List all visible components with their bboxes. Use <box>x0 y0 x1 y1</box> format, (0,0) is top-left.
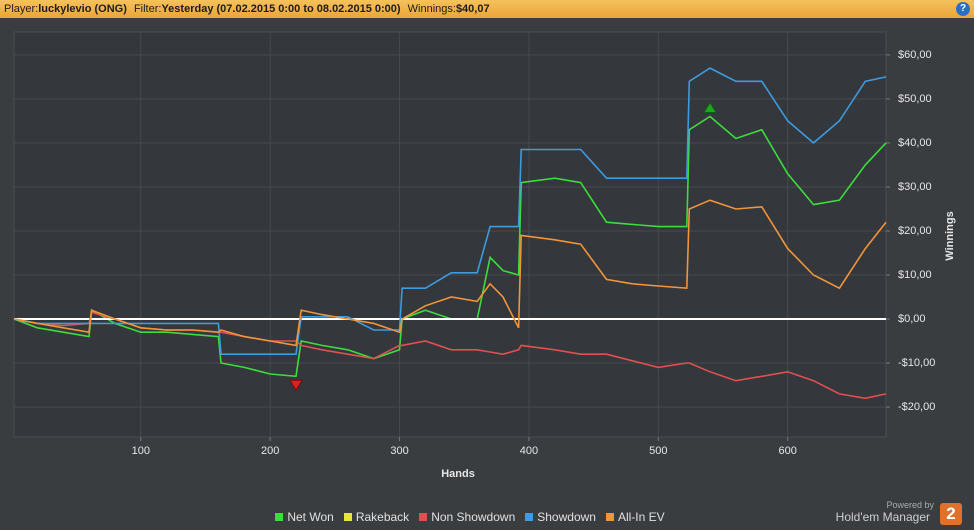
y-tick-label: $30,00 <box>898 181 932 193</box>
legend-label: Rakeback <box>355 510 410 524</box>
brand: Hold'em Manager <box>835 510 930 524</box>
y-tick-label: $50,00 <box>898 93 932 105</box>
filter: Yesterday (07.02.2015 0:00 to 08.02.2015… <box>161 3 401 15</box>
help-button[interactable]: ? <box>956 2 970 16</box>
legend-swatch <box>343 513 352 521</box>
legend-swatch <box>605 513 614 521</box>
y-tick-label: $40,00 <box>898 137 932 149</box>
min-marker <box>289 379 303 392</box>
legend-item[interactable]: Showdown <box>525 510 596 524</box>
x-tick-label: 600 <box>778 445 796 457</box>
header-bar: Player:luckylevio (ONG) Filter:Yesterday… <box>0 0 974 18</box>
y-tick-label: $20,00 <box>898 225 932 237</box>
legend-label: All-In EV <box>617 510 665 524</box>
line-series <box>13 67 887 355</box>
y-axis-label: Winnings <box>944 211 956 260</box>
x-axis-label: Hands <box>441 468 475 480</box>
legend-item[interactable]: Non Showdown <box>419 510 515 524</box>
y-tick-label: $60,00 <box>898 49 932 61</box>
x-tick-label: 400 <box>520 445 538 457</box>
player-label: Player: <box>4 3 39 15</box>
brand-logo: 2 <box>940 503 962 525</box>
filter-label: Filter: <box>133 3 162 15</box>
max-marker <box>703 101 717 114</box>
plot-area <box>13 31 887 438</box>
legend: Net Won Rakeback Non Showdown Showdown All-I… <box>0 510 940 524</box>
y-tick-label: -$20,00 <box>898 401 935 413</box>
legend-swatch <box>419 513 428 521</box>
y-tick-label: -$10,00 <box>898 357 935 369</box>
y-tick-label: $10,00 <box>898 269 932 281</box>
line-series <box>13 199 887 347</box>
player: luckylevio (ONG) <box>38 3 127 15</box>
y-tick-label: $0,00 <box>898 313 926 325</box>
legend-swatch <box>525 513 534 521</box>
legend-item[interactable]: Net Won <box>275 510 334 524</box>
x-tick-label: 500 <box>649 445 667 457</box>
legend-label: Net Won <box>287 510 334 524</box>
x-tick-label: 200 <box>261 445 279 457</box>
legend-label: Non Showdown <box>431 510 516 524</box>
winnings: $40,07 <box>455 3 490 15</box>
legend-label: Showdown <box>537 510 596 524</box>
winnings-label: Winnings: <box>407 3 456 15</box>
legend-item[interactable]: All-In EV <box>605 510 665 524</box>
legend-item[interactable]: Rakeback <box>343 510 410 524</box>
powered-by: Powered by <box>886 500 934 510</box>
legend-swatch <box>275 513 284 521</box>
x-tick-label: 100 <box>132 445 150 457</box>
line-series <box>13 115 887 378</box>
x-tick-label: 300 <box>390 445 408 457</box>
